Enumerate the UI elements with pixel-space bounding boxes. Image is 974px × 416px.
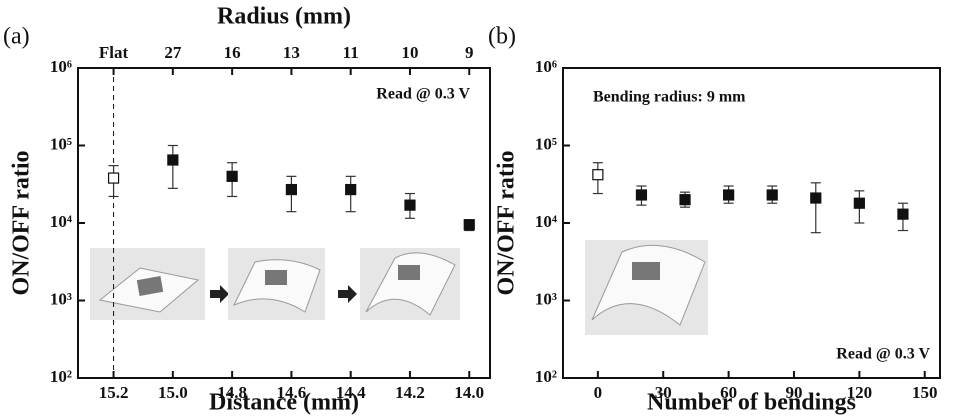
inset-sheet [591,244,706,326]
x-tick-label: 15.2 [99,383,129,402]
data-point [679,194,691,206]
y-tick-label: 10⁶ [50,57,72,76]
x2-axis-label: Radius (mm) [217,4,351,30]
x-tick-label: 14.4 [336,383,366,402]
x-axis-label: Number of bendings [647,390,856,416]
x-tick-label: 0 [594,383,603,402]
annotation: Read @ 0.3 V [376,86,470,103]
y-tick-label: 10⁶ [535,57,557,76]
x-tick-label: 60 [720,383,737,402]
x2-tick-label: 11 [343,43,359,62]
data-point [226,170,238,182]
y-tick-label: 10² [50,367,72,386]
y-tick-label: 10³ [50,289,72,308]
annotation: Read @ 0.3 V [836,346,930,363]
x-tick-label: 150 [912,383,938,402]
y-tick-label: 10⁴ [535,212,557,231]
inset-chip [265,270,287,285]
x-axis-label: Distance (mm) [209,390,359,416]
y-tick-label: 10³ [535,289,557,308]
y-tick-label: 10⁵ [50,134,72,153]
x-tick-label: 120 [847,383,873,402]
x2-tick-label: 9 [465,43,474,62]
data-point [853,197,865,209]
plot-frame [77,67,491,379]
data-point [345,183,357,196]
annotation: Bending radius: 9 mm [593,89,746,106]
x2-tick-label: 16 [224,43,241,62]
data-point [404,199,416,211]
data-point [810,192,822,204]
x-tick-label: 30 [655,383,672,402]
data-point [285,183,298,196]
x-tick-label: 14.8 [217,383,247,402]
inset-chip [398,265,420,280]
y-tick-label: 10⁵ [535,134,557,153]
data-point [107,172,120,184]
data-point [897,208,909,220]
x2-tick-label: 27 [164,43,182,62]
inset-images [90,240,708,335]
x2-tick-label: Flat [99,43,129,62]
inset-sheet [365,252,456,316]
data-point [766,189,778,201]
x-tick-label: 90 [785,383,802,402]
y-axis-label: ON/OFF ratio [9,150,35,295]
x-tick-label: 14.2 [395,383,425,402]
x-tick-label: 14.6 [277,383,307,402]
x2-tick-label: 10 [401,43,418,62]
y-tick-label: 10⁴ [50,212,72,231]
panel-label: (a) [3,24,30,50]
inset-sheet [232,259,321,313]
panel-label: (b) [488,24,516,50]
data-point [167,154,179,166]
inset-chip [136,276,164,296]
arrow [338,285,357,303]
x2-tick-label: 13 [283,43,300,62]
data-point [592,169,604,181]
x-tick-label: 14.0 [454,383,484,402]
y-axis-label: ON/OFF ratio [494,150,520,295]
data-point [635,189,648,201]
y-tick-label: 10² [535,367,557,386]
data-point [723,189,735,201]
x-tick-label: 15.0 [158,383,188,402]
data-point [463,219,475,231]
inset-chip [632,262,660,280]
arrow [210,285,229,303]
